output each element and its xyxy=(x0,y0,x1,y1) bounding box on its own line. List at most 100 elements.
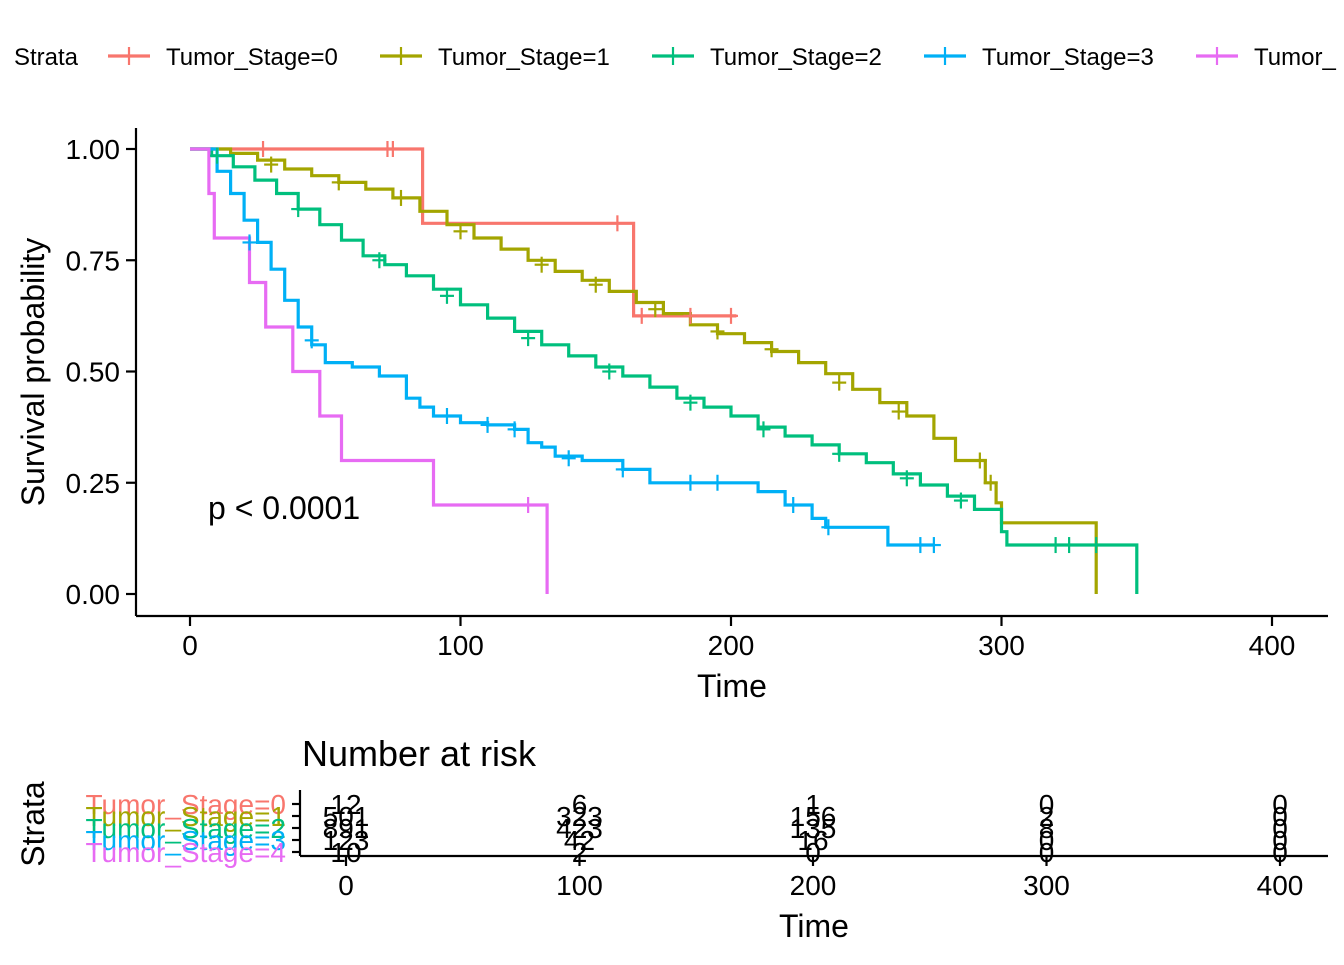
censor-mark xyxy=(683,394,698,411)
censor-mark xyxy=(926,537,941,554)
censor-mark xyxy=(683,474,698,491)
legend-label: Tumor_Stage=1 xyxy=(438,44,610,71)
censor-mark xyxy=(588,276,603,293)
censor-mark xyxy=(953,492,968,509)
legend-label: Tumor_ xyxy=(1254,44,1336,71)
risk-row-label-tumor-stage-2: Tumor_Stage=2 xyxy=(85,813,286,844)
risk-value: 0 xyxy=(805,837,821,868)
risk-value: 156 xyxy=(790,801,837,832)
legend-label: Tumor_Stage=3 xyxy=(982,44,1154,71)
y-tick-label: 0.75 xyxy=(66,245,121,276)
censor-mark xyxy=(710,323,725,340)
risk-value: 891 xyxy=(323,813,370,844)
legend-label: Tumor_Stage=0 xyxy=(166,44,338,71)
censor-mark xyxy=(534,256,549,273)
risk-row-label-tumor-stage-0: Tumor_Stage=0 xyxy=(85,789,286,820)
risk-x-axis-title: Time xyxy=(779,908,849,944)
censor-mark xyxy=(304,332,319,349)
censor-mark xyxy=(913,537,928,554)
censor-mark xyxy=(291,201,306,218)
censor-mark xyxy=(1048,537,1063,554)
censor-mark xyxy=(507,421,522,438)
risk-value: 0 xyxy=(1039,837,1055,868)
risk-value: 2 xyxy=(572,837,588,868)
risk-x-tick-label: 400 xyxy=(1257,870,1304,901)
risk-table-title: Number at risk xyxy=(302,733,537,774)
censor-mark xyxy=(480,416,495,433)
censor-mark xyxy=(439,408,454,424)
x-tick-label: 200 xyxy=(708,630,755,661)
risk-value: 1 xyxy=(805,789,821,820)
p-value-annotation: p < 0.0001 xyxy=(208,490,360,526)
risk-value: 0 xyxy=(1039,825,1055,856)
risk-value: 0 xyxy=(1272,801,1288,832)
risk-value: 16 xyxy=(797,825,828,856)
risk-value: 6 xyxy=(572,789,588,820)
censor-mark xyxy=(972,452,987,469)
risk-x-tick-label: 300 xyxy=(1023,870,1070,901)
censor-mark xyxy=(764,341,779,358)
censor-mark xyxy=(891,403,906,420)
censor-mark xyxy=(821,519,836,536)
censor-mark xyxy=(210,147,225,164)
censor-mark xyxy=(561,450,576,467)
risk-value: 135 xyxy=(790,813,837,844)
curve-tumor-stage-1 xyxy=(190,147,1098,594)
censor-mark xyxy=(1089,537,1104,554)
legend-entry-tumor-stage-1: Tumor_Stage=1 xyxy=(380,44,610,71)
legend-label: Tumor_Stage=2 xyxy=(710,44,882,71)
censor-mark xyxy=(1062,537,1077,554)
censor-mark xyxy=(264,156,279,173)
x-tick-label: 300 xyxy=(978,630,1025,661)
legend-entry-tumor-stage-3: Tumor_Stage=3 xyxy=(924,44,1154,71)
censor-mark xyxy=(786,497,801,513)
censor-mark xyxy=(385,141,400,157)
y-tick-label: 0.25 xyxy=(66,468,121,499)
censor-mark xyxy=(832,374,847,391)
risk-value: 2 xyxy=(1039,801,1055,832)
risk-row-label-tumor-stage-3: Tumor_Stage=3 xyxy=(85,825,286,856)
legend-title: Strata xyxy=(14,44,79,71)
censor-mark xyxy=(724,307,738,324)
legend: Strata Tumor_Stage=0 Tumor_Stage=1 Tumor_S… xyxy=(14,44,1336,71)
risk-value: 123 xyxy=(323,825,370,856)
x-tick-label: 0 xyxy=(182,630,198,661)
risk-row-label-tumor-stage-1: Tumor_Stage=1 xyxy=(85,801,286,832)
censor-mark xyxy=(372,252,387,269)
risk-value: 0 xyxy=(1272,813,1288,844)
censor-mark xyxy=(242,234,257,251)
risk-value: 0 xyxy=(1272,825,1288,856)
curve-tumor-stage-0 xyxy=(190,147,737,318)
censor-mark xyxy=(439,287,454,304)
risk-value: 8 xyxy=(1039,813,1055,844)
censor-mark xyxy=(331,174,346,191)
risk-value: 12 xyxy=(330,789,361,820)
risk-x-tick-label: 100 xyxy=(556,870,603,901)
censor-mark xyxy=(756,421,771,438)
y-tick-label: 0.50 xyxy=(66,357,121,388)
censor-mark xyxy=(256,141,271,157)
censor-mark xyxy=(648,301,663,318)
risk-value: 0 xyxy=(1272,789,1288,820)
legend-entry-tumor: Tumor_ xyxy=(1196,44,1336,71)
survival-plot: p < 0.0001 0 100 200 300 400 0.00 0.25 0.50 0.7… xyxy=(15,128,1328,704)
censor-mark xyxy=(393,189,408,206)
x-tick-label: 100 xyxy=(437,630,484,661)
censor-mark xyxy=(899,470,914,487)
censor-mark xyxy=(453,223,468,240)
x-tick-label: 400 xyxy=(1249,630,1296,661)
censor-mark xyxy=(610,215,625,232)
risk-row-label-tumor-stage-4: Tumor_Stage=4 xyxy=(85,837,286,868)
censor-mark xyxy=(832,445,847,462)
risk-table-y-title: Strata xyxy=(15,781,51,867)
risk-value: 501 xyxy=(323,801,370,832)
censor-mark xyxy=(521,330,536,347)
risk-value: 423 xyxy=(556,813,603,844)
curve-tumor-stage-2 xyxy=(190,147,1139,594)
risk-value: 42 xyxy=(564,825,595,856)
curve-tumor-stage-4 xyxy=(190,147,549,594)
y-tick-label: 1.00 xyxy=(66,134,121,165)
y-axis-title: Survival probability xyxy=(15,238,51,507)
